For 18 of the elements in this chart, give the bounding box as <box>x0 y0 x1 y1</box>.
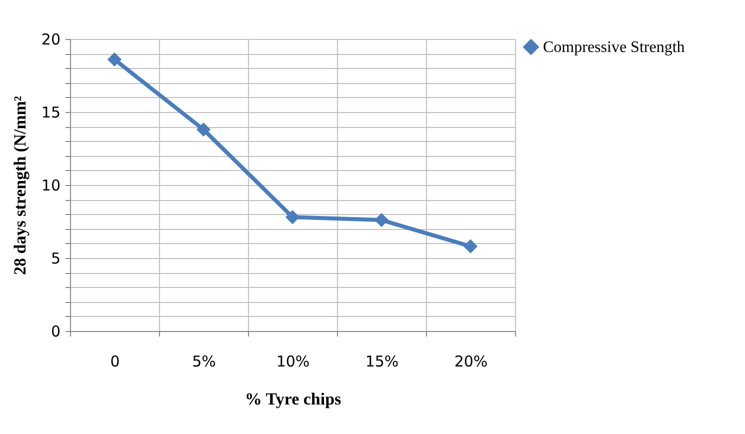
x-tick-label: 10% <box>276 352 310 370</box>
point <box>107 52 122 67</box>
point <box>463 239 478 254</box>
y-tick-label: 10 <box>41 176 60 194</box>
point <box>196 122 211 137</box>
y-tick-label: 5 <box>50 250 60 268</box>
x-tick-label: 20% <box>454 352 488 370</box>
y-axis-title: 28 days strength (N/mm² <box>10 96 30 276</box>
x-axis-title: % Tyre chips <box>244 390 342 408</box>
x-tick-label: 15% <box>365 352 399 370</box>
x-tick-label: 5% <box>192 352 216 370</box>
y-tick-label: 15 <box>41 104 60 122</box>
x-tick-label: 0 <box>110 352 120 370</box>
point <box>374 212 389 228</box>
legend-label: Compressive Strength <box>543 39 685 56</box>
y-tick-label: 20 <box>41 30 60 48</box>
point <box>285 210 300 224</box>
y-tick-label: 0 <box>50 322 60 340</box>
